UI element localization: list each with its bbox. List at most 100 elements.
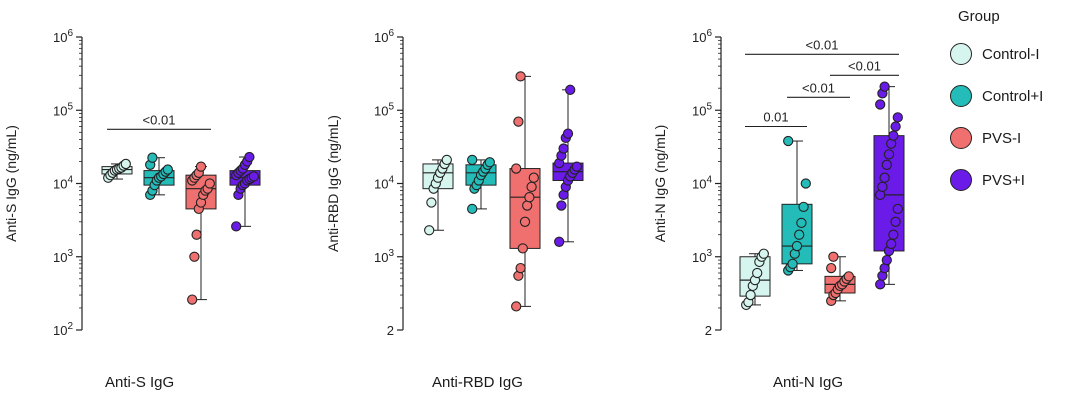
significance-label: <0.01 <box>806 37 839 52</box>
data-point <box>758 248 769 259</box>
data-point <box>571 161 582 172</box>
data-point <box>162 164 173 175</box>
y-axis-label: Anti-S IgG (ng/mL) <box>3 125 19 242</box>
data-point <box>147 152 158 163</box>
data-point <box>191 229 202 240</box>
data-point <box>511 301 522 312</box>
legend-item-control-plus: Control+I <box>950 81 1075 111</box>
legend-swatch <box>950 85 972 107</box>
data-point <box>467 203 478 215</box>
significance-label: 0.01 <box>763 110 788 125</box>
legend-label: PVS-I <box>982 129 1022 147</box>
y-tick-label: 105 <box>374 101 394 118</box>
legend: Group Control-I Control+I PVS-I PVS+I <box>950 6 1075 207</box>
legend-label: Control+I <box>982 87 1044 105</box>
y-tick-label: 2 <box>387 323 394 338</box>
data-point <box>752 267 763 279</box>
legend-item-pvs-plus: PVS+I <box>950 165 1075 195</box>
data-point <box>426 197 437 208</box>
data-point <box>881 159 892 170</box>
data-point <box>826 262 837 274</box>
data-point <box>800 178 811 189</box>
y-tick-label: 103 <box>53 248 73 265</box>
y-tick-label: 105 <box>53 101 73 118</box>
data-point <box>204 178 215 189</box>
data-point <box>522 200 533 211</box>
data-point <box>875 99 886 110</box>
data-point <box>195 161 207 172</box>
y-tick-label: 103 <box>692 248 712 265</box>
data-point <box>881 254 892 266</box>
data-point <box>248 171 259 182</box>
y-tick-label: 2 <box>705 323 712 338</box>
legend-swatch <box>950 43 972 65</box>
data-point <box>513 116 524 127</box>
data-point <box>791 240 803 252</box>
data-point <box>794 229 805 240</box>
data-point <box>526 181 537 193</box>
data-point <box>888 130 899 141</box>
data-point <box>528 172 539 183</box>
data-point <box>519 216 531 227</box>
legend-swatch <box>950 127 972 149</box>
y-tick-label: 106 <box>374 28 394 45</box>
data-point <box>554 236 565 247</box>
y-tick-label: 102 <box>53 321 73 338</box>
data-point <box>877 181 888 193</box>
panel-title-anti-n: Anti-N IgG <box>773 374 844 391</box>
significance-label: <0.01 <box>848 58 881 73</box>
data-point <box>120 158 131 170</box>
data-point <box>888 229 899 240</box>
data-point <box>875 279 886 290</box>
data-point <box>441 154 452 166</box>
data-point <box>511 163 522 174</box>
legend-item-control-minus: Control-I <box>950 39 1075 69</box>
y-tick-label: 106 <box>53 28 73 45</box>
data-point <box>231 221 242 232</box>
data-point <box>556 200 567 211</box>
data-point <box>424 225 435 236</box>
data-point <box>517 243 528 254</box>
data-point <box>187 294 198 305</box>
data-point <box>892 203 903 215</box>
data-point <box>189 251 200 262</box>
data-point <box>879 172 890 183</box>
data-point <box>745 289 756 301</box>
data-point <box>515 71 526 82</box>
data-point <box>244 151 255 163</box>
data-point <box>558 143 569 154</box>
y-axis-label: Anti-N IgG (ng/mL) <box>652 125 668 242</box>
legend-title: Group <box>958 8 1000 25</box>
legend-item-pvs-minus: PVS-I <box>950 123 1075 153</box>
data-point <box>883 149 895 160</box>
data-point <box>796 217 807 229</box>
y-tick-label: 104 <box>692 175 712 192</box>
data-point <box>524 192 535 203</box>
y-tick-label: 104 <box>53 175 73 192</box>
data-point <box>890 216 901 227</box>
y-tick-label: 104 <box>374 175 394 192</box>
panel-title-anti-rbd: Anti-RBD IgG <box>432 374 523 391</box>
y-tick-label: 105 <box>692 101 712 118</box>
data-point <box>892 112 903 123</box>
data-point <box>828 251 839 262</box>
y-tick-label: 106 <box>692 28 712 45</box>
legend-swatch <box>950 169 972 191</box>
legend-label: PVS+I <box>982 171 1025 189</box>
y-tick-label: 103 <box>374 248 394 265</box>
legend-label: Control-I <box>982 45 1040 63</box>
data-point <box>879 81 890 92</box>
data-point <box>565 84 576 95</box>
significance-label: <0.01 <box>143 112 176 127</box>
data-point <box>843 271 854 282</box>
data-point <box>798 201 809 212</box>
data-point <box>783 135 794 147</box>
y-axis-label: Anti-RBD IgG (ng/mL) <box>325 115 341 252</box>
data-point <box>484 157 495 168</box>
data-point <box>890 121 901 132</box>
significance-label: <0.01 <box>802 80 835 95</box>
data-point <box>467 154 478 166</box>
data-point <box>787 258 798 269</box>
panel-title-anti-s: Anti-S IgG <box>105 374 175 391</box>
